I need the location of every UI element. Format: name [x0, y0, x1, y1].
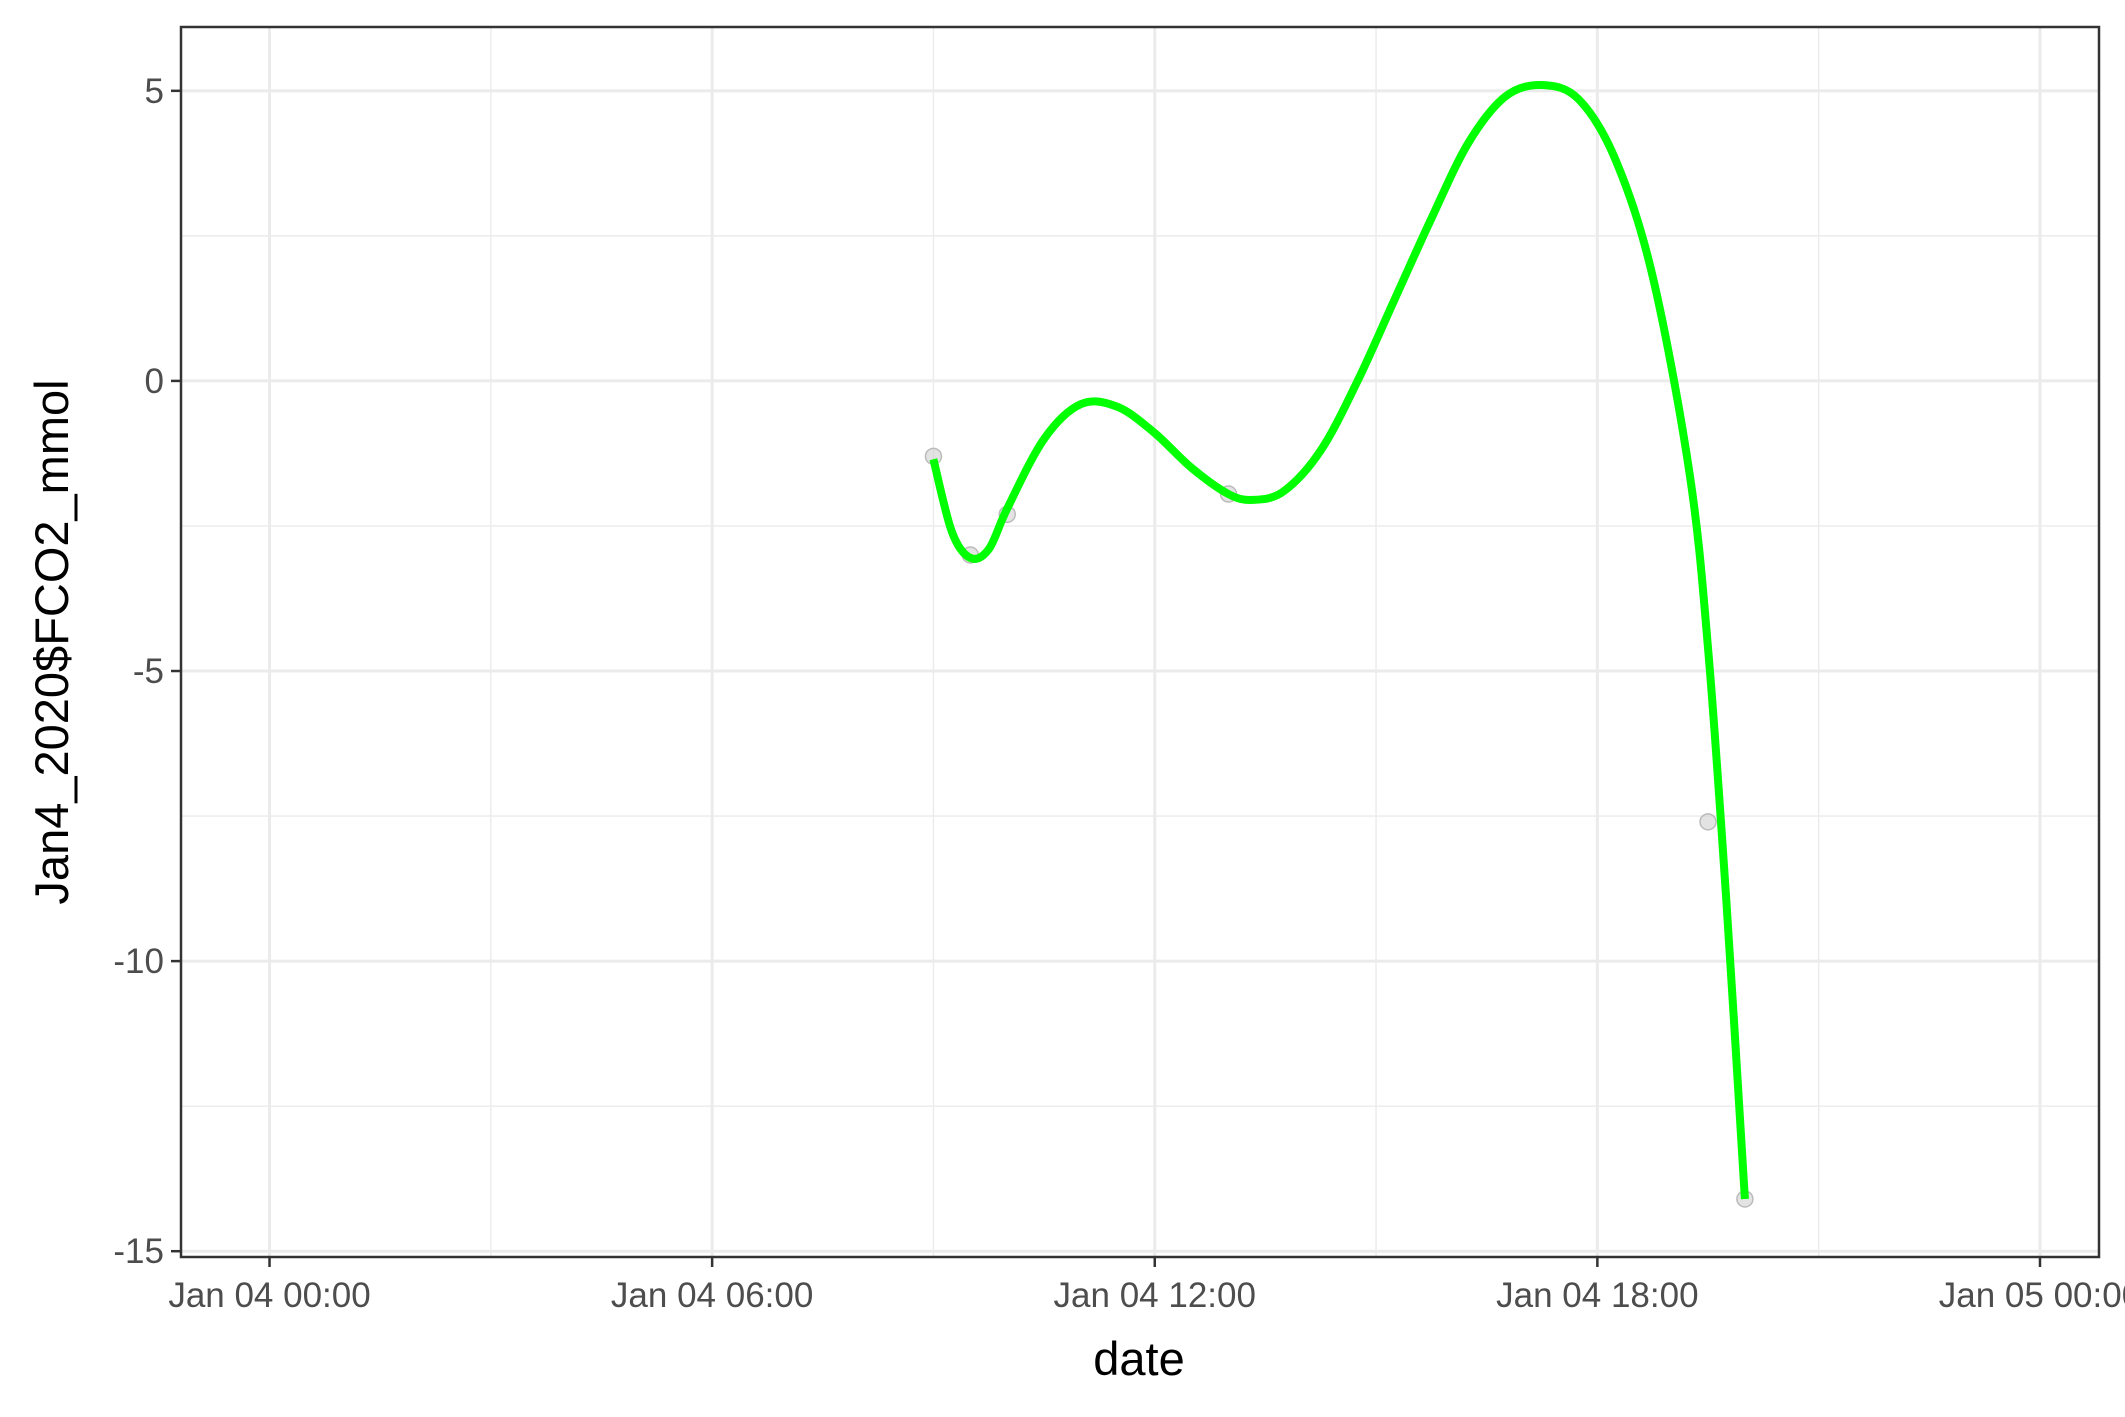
- x-tick-label: Jan 04 06:00: [611, 1276, 813, 1315]
- x-tick-label: Jan 04 12:00: [1054, 1276, 1256, 1315]
- x-axis-title: date: [1093, 1332, 1184, 1385]
- y-tick-label: -15: [113, 1232, 164, 1271]
- y-tick-label: -5: [133, 652, 164, 691]
- x-tick-label: Jan 05 00:00: [1939, 1276, 2125, 1315]
- x-tick-label: Jan 04 00:00: [168, 1276, 370, 1315]
- y-tick-label: 5: [145, 72, 164, 111]
- y-tick-label: -10: [113, 942, 164, 981]
- y-tick-label: 0: [145, 362, 164, 401]
- panel-border: [179, 25, 2101, 1259]
- grid: [181, 27, 2099, 1257]
- series-lines: [929, 80, 1749, 1200]
- y-axis-title: Jan4_2020$FCO2_mmol: [25, 379, 78, 904]
- axis-ticks: Jan 04 00:00 Jan 04 06:00 Jan 04 12:00 Jan …: [113, 72, 2125, 1315]
- x-tick-label: Jan 04 18:00: [1496, 1276, 1698, 1315]
- series-line: [929, 80, 1749, 1200]
- data-point: [1699, 813, 1717, 831]
- panel-background: [181, 27, 2099, 1257]
